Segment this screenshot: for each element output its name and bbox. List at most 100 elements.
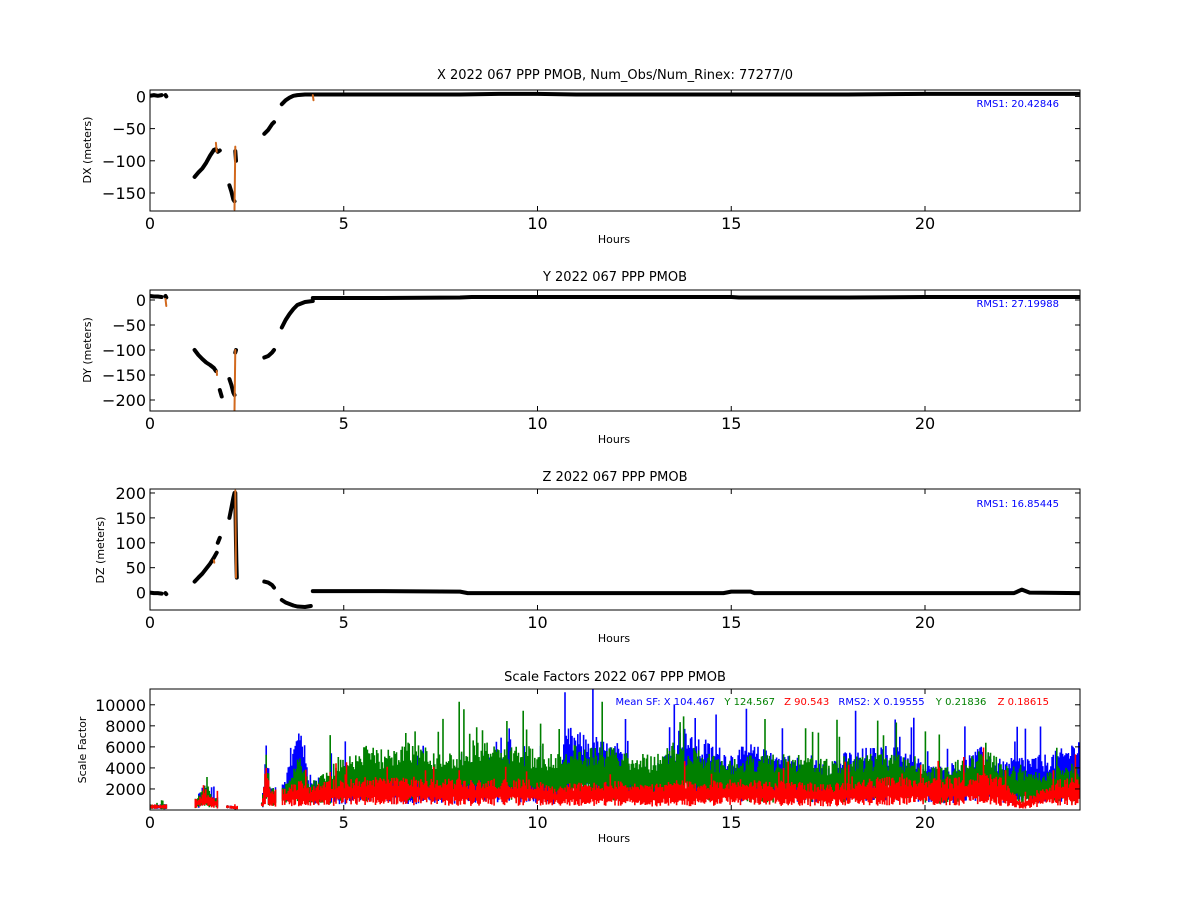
sf-series-Z-point-16: [381, 790, 384, 794]
dy-ytick-label-0: 0: [136, 291, 146, 310]
sf-series-Z-point-20: [458, 791, 462, 795]
sf-series-Z-point-53: [1039, 795, 1043, 799]
dx-series-0-segment-0: [150, 93, 164, 98]
sf-ytick-label-1: 4000: [105, 759, 146, 778]
panel-dy-xlabel: Hours: [598, 433, 630, 446]
panel-sf-ylabel: Scale Factor: [76, 716, 89, 783]
sf-series-Z-point-15: [361, 790, 365, 794]
dx-ytick-label-0: 0: [136, 87, 146, 106]
sf-series-Y-point-29: [594, 773, 598, 777]
sf-series-Z-point-9: [268, 798, 272, 801]
panel-sf-x-ticks: 0 5 10 15 20: [145, 689, 935, 832]
panel-sf-title: Scale Factors 2022 067 PPP PMOB: [504, 670, 726, 685]
sf-series-Z-point-44: [865, 791, 869, 795]
panel-dx-x-ticks: 0 5 10 15 20: [145, 90, 935, 233]
panel-dx-title: X 2022 067 PPP PMOB, Num_Obs/Num_Rinex: …: [437, 68, 793, 83]
dx-series-1-segment-1: [233, 145, 237, 211]
dz-xtick-label-2: 10: [527, 613, 547, 632]
dx-ytick-label-2: −100: [102, 152, 146, 171]
sf-series-Z-point-45: [884, 790, 888, 794]
sf-series-Z-band: [150, 747, 1080, 810]
dz-series-0-segment-3: [215, 535, 222, 545]
panel-sf-plot: [150, 689, 1080, 810]
panel-dz-frame: [149, 488, 1081, 611]
sf-series-Y-point-52: [1020, 787, 1024, 791]
dx-ytick-label-1: −50: [112, 120, 146, 139]
sf-series-Y-point-18: [419, 773, 423, 777]
dx-series-0-segment-7: [310, 91, 1080, 97]
sf-series-Z-point-41: [807, 793, 811, 797]
dz-xtick-label-3: 15: [721, 613, 741, 632]
sf-ytick-label-4: 10000: [95, 696, 146, 715]
dy-xtick-label-2: 10: [527, 414, 547, 433]
dz-ytick-label-0: 0: [136, 584, 146, 603]
dx-xtick-label-4: 20: [915, 214, 935, 233]
panel-sf-legend: Mean SF: X 104.467 Y 124.567 Z 90.543 RM…: [615, 697, 1049, 708]
sf-series-Z-point-50: [981, 787, 985, 791]
sf-series-Z-point-46: [904, 790, 908, 794]
panel-dz-y-ticks: 0 50 100 150 200: [115, 484, 1080, 603]
panel-dx-y-ticks: 0 −50 −100 −150: [102, 87, 1080, 203]
dy-ytick-label-3: −150: [102, 366, 146, 385]
sf-series-Z-point-48: [942, 791, 946, 795]
sf-ytick-label-2: 6000: [105, 738, 146, 757]
sf-series-Z-point-52: [1020, 804, 1024, 808]
panel-dz-ylabel: DZ (meters): [94, 517, 107, 584]
dz-ytick-label-1: 50: [126, 559, 146, 578]
legend-rms-y: Y 0.21836: [935, 697, 987, 708]
dy-ytick-label-4: −200: [102, 391, 146, 410]
sf-series-Z-point-1: [164, 805, 167, 809]
panel-dz-xlabel: Hours: [598, 632, 630, 645]
sf-series-Y-point-24: [516, 774, 520, 778]
sf-series-Z-point-38: [749, 791, 753, 795]
sf-series-Y-point-34: [679, 772, 683, 776]
sf-series-Y-point-33: [671, 773, 675, 777]
dz-xtick-label-1: 5: [339, 613, 349, 632]
dy-series-0-segment-4: [227, 377, 237, 397]
panel-dy-title: Y 2022 067 PPP PMOB: [542, 270, 687, 285]
sf-series-Z-point-8: [264, 782, 268, 786]
dy-series-0-segment-3: [217, 388, 224, 399]
panel-dy-frame: [149, 289, 1081, 412]
panel-dz-title: Z 2022 067 PPP PMOB: [542, 470, 687, 485]
dx-series-0-segment-1: [163, 93, 169, 99]
panel-dy-rms: RMS1: 27.19988: [976, 299, 1059, 310]
sf-series-Y-point-19: [439, 776, 443, 780]
sf-xtick-label-4: 20: [915, 813, 935, 832]
dx-series-0-segment-6: [279, 92, 315, 107]
dy-series-0-segment-0: [150, 294, 164, 299]
dy-xtick-label-0: 0: [145, 414, 155, 433]
panel-dx-plot: [150, 91, 1080, 211]
dz-series-0-segment-1: [163, 591, 169, 597]
dz-series-0-segment-2: [192, 550, 219, 584]
sf-series-Z-point-49: [962, 790, 966, 794]
sf-series-Y-point-27: [567, 772, 570, 776]
sf-series-Z-point-37: [729, 791, 733, 795]
sf-series-Z-point-25: [536, 792, 539, 796]
sf-series-Z-point-18: [419, 790, 423, 794]
sf-series-Z-point-39: [768, 792, 772, 796]
sf-series-Y-point-23: [497, 772, 501, 776]
sf-series-Y-point-31: [632, 776, 636, 780]
dy-ytick-label-1: −50: [112, 316, 146, 335]
sf-series-Y-point-35: [691, 774, 694, 778]
sf-series-Z-point-33: [671, 792, 675, 796]
sf-series-Y-point-44: [865, 778, 869, 781]
dz-xtick-label-0: 0: [145, 613, 155, 632]
sf-xtick-label-3: 15: [721, 813, 741, 832]
sf-series-Z-point-27: [567, 793, 570, 797]
sf-series-Z-point-10: [284, 795, 288, 799]
sf-series-Y-point-16: [381, 775, 384, 779]
dx-ytick-label-3: −150: [102, 184, 146, 203]
dy-series-0-segment-8: [310, 295, 1080, 300]
sf-series-Z-point-34: [679, 791, 683, 795]
dz-series-0-segment-8: [310, 587, 1080, 596]
dz-ytick-label-3: 150: [115, 509, 146, 528]
sf-series-Y-point-28: [574, 773, 578, 777]
sf-xtick-label-1: 5: [339, 813, 349, 832]
dz-ytick-label-4: 200: [115, 484, 146, 503]
panel-dz: Z 2022 067 PPP PMOB 0 5 10 15 20 0 50 100 150 20…: [94, 470, 1081, 645]
dy-series-0-segment-6: [262, 348, 276, 360]
sf-series-Z-point-43: [846, 792, 849, 796]
dy-ytick-label-2: −100: [102, 341, 146, 360]
